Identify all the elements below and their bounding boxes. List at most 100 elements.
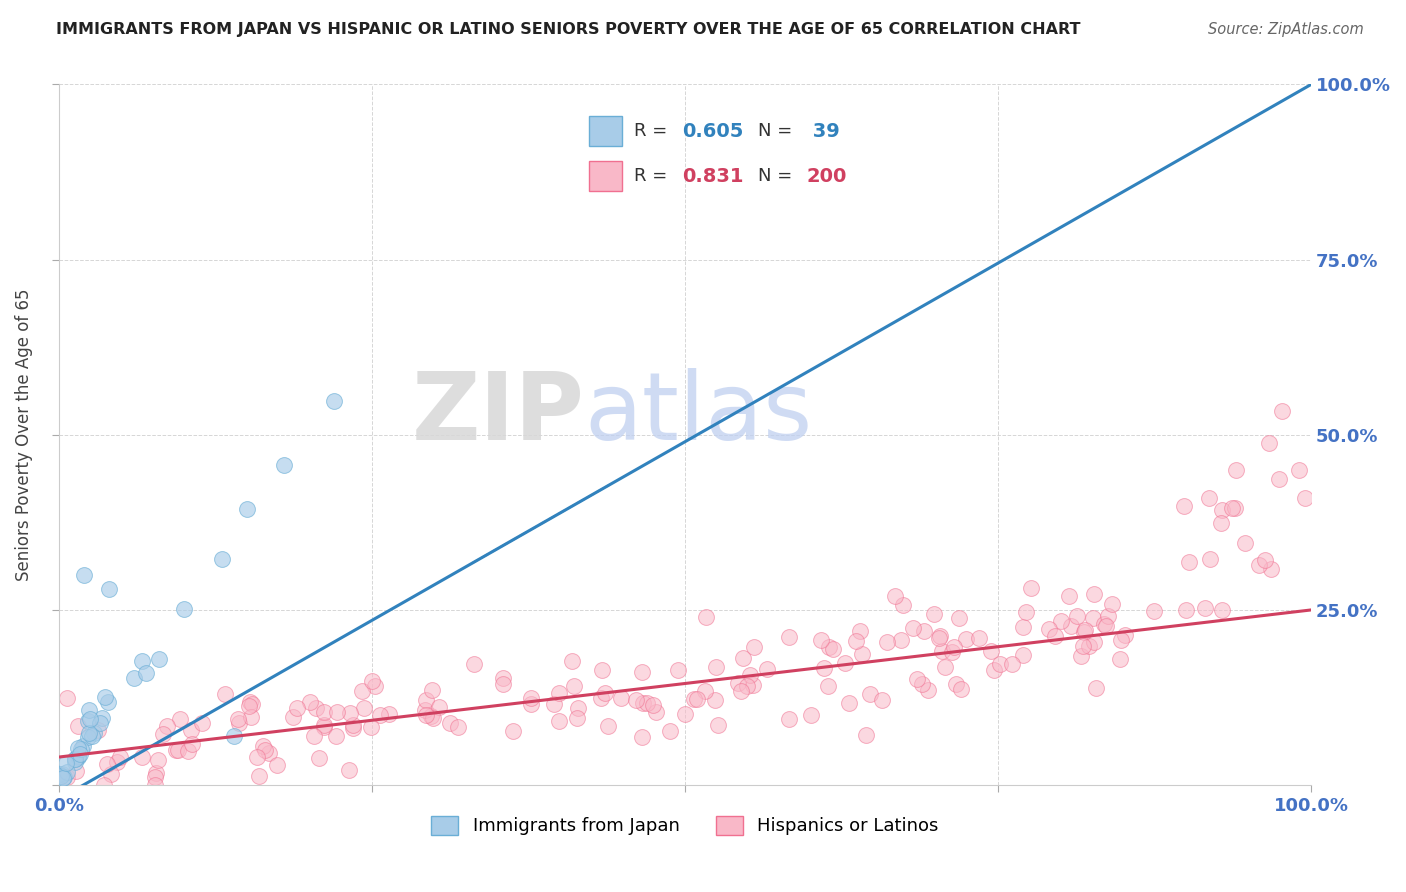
Point (901, 621, 924, 635)
Point (94, 690, 117, 705)
Point (51, 766, 73, 780)
Point (353, 701, 375, 715)
Point (214, 687, 236, 701)
Point (1177, 556, 1199, 570)
Point (145, 765, 167, 780)
Point (624, 693, 647, 707)
Point (326, 705, 349, 719)
Point (49, 769, 72, 783)
Point (543, 698, 565, 712)
Point (63, 752, 86, 766)
Point (89, 716, 111, 731)
Point (520, 697, 543, 711)
Point (56, 690, 79, 705)
Point (342, 718, 364, 732)
Text: IMMIGRANTS FROM JAPAN VS HISPANIC OR LATINO SENIORS POVERTY OVER THE AGE OF 65 C: IMMIGRANTS FROM JAPAN VS HISPANIC OR LAT… (56, 22, 1081, 37)
Point (644, 705, 666, 719)
Point (240, 697, 263, 711)
Point (756, 662, 779, 676)
Point (352, 684, 374, 698)
Point (1071, 639, 1094, 653)
Point (247, 769, 270, 783)
Point (422, 683, 444, 698)
Point (415, 707, 437, 722)
Point (1045, 630, 1067, 644)
Point (228, 715, 250, 730)
Point (337, 763, 360, 777)
FancyBboxPatch shape (589, 116, 621, 146)
Text: Source: ZipAtlas.com: Source: ZipAtlas.com (1208, 22, 1364, 37)
Point (727, 675, 749, 690)
Point (610, 691, 633, 706)
Point (56, 764, 79, 779)
Point (567, 700, 589, 714)
Point (1057, 589, 1080, 603)
Point (859, 687, 882, 701)
Point (246, 750, 269, 764)
Point (730, 684, 752, 698)
Point (817, 679, 839, 693)
Point (152, 726, 174, 740)
Point (63, 755, 86, 769)
Point (69, 741, 91, 756)
Point (1097, 608, 1119, 623)
Point (1175, 603, 1198, 617)
Point (52, 771, 75, 785)
Point (1211, 603, 1233, 617)
Point (834, 656, 856, 670)
Point (548, 686, 571, 700)
Point (598, 719, 620, 733)
Point (66, 740, 89, 755)
Point (1271, 404, 1294, 418)
Point (1257, 436, 1279, 450)
Text: N =: N = (758, 122, 797, 140)
Point (911, 677, 934, 691)
Point (266, 758, 288, 772)
Point (1199, 551, 1222, 566)
Point (813, 661, 835, 675)
Point (305, 701, 328, 715)
Point (463, 657, 485, 671)
Point (87, 723, 110, 738)
Point (77, 703, 100, 717)
Point (65, 764, 87, 779)
Point (704, 692, 727, 706)
Point (66, 749, 89, 764)
Point (1095, 619, 1118, 633)
Point (240, 710, 263, 724)
Point (492, 672, 515, 686)
Point (1109, 633, 1132, 648)
Point (420, 709, 443, 723)
Point (302, 730, 325, 744)
Point (876, 635, 898, 649)
Point (778, 713, 800, 727)
Point (695, 609, 717, 624)
Point (1198, 491, 1220, 505)
Point (323, 393, 346, 408)
Point (226, 712, 249, 726)
Point (146, 753, 169, 767)
Point (948, 611, 970, 625)
Point (439, 715, 461, 730)
Point (364, 680, 387, 694)
Y-axis label: Seniors Poverty Over the Age of 65: Seniors Poverty Over the Age of 65 (15, 288, 32, 581)
Point (1074, 623, 1097, 637)
Point (211, 552, 233, 566)
Point (1084, 681, 1107, 695)
Point (1173, 499, 1195, 513)
Point (643, 698, 665, 712)
Point (520, 691, 543, 706)
Point (630, 730, 652, 744)
Point (55, 756, 77, 770)
Point (1294, 491, 1316, 506)
Point (91, 711, 114, 725)
Point (239, 695, 262, 709)
Text: R =: R = (634, 122, 673, 140)
Point (928, 629, 950, 643)
Point (502, 724, 524, 739)
Point (1015, 606, 1038, 620)
Point (378, 706, 401, 721)
Point (659, 723, 682, 738)
Point (77, 730, 100, 744)
Point (1092, 616, 1115, 631)
